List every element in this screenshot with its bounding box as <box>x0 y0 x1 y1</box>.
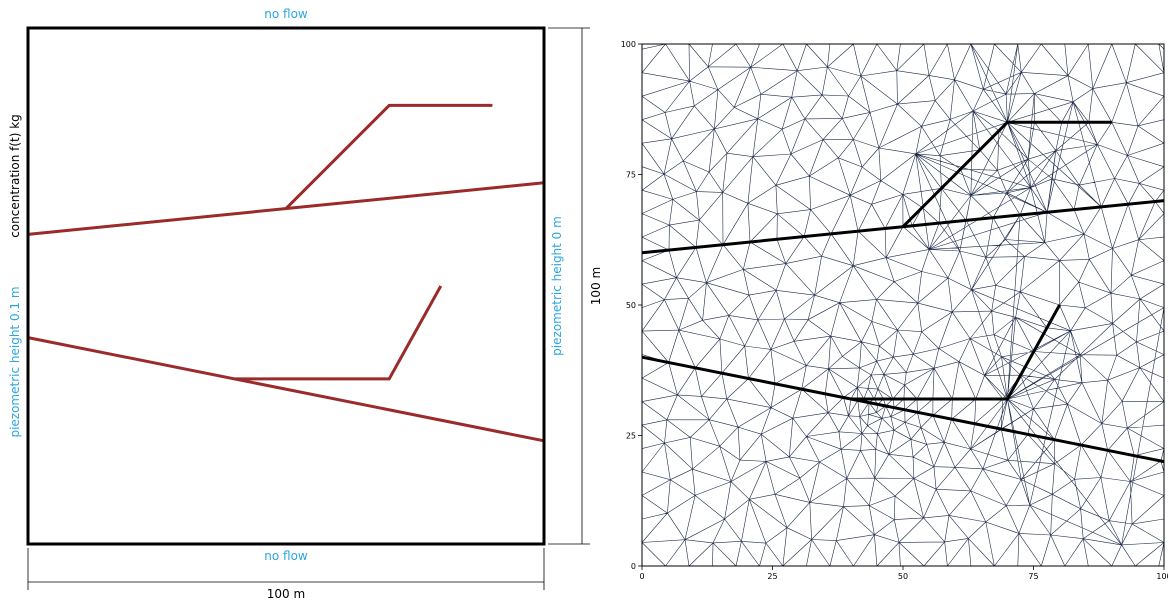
right-bc-label: piezometric height 0 m <box>550 216 564 356</box>
width-dim-label: 100 m <box>267 587 305 601</box>
right-fractures <box>641 120 1165 464</box>
mesh-fracture-4 <box>850 304 1061 401</box>
left-bc-label: piezometric height 0.1 m <box>8 286 22 437</box>
height-dimension: 100 m <box>548 27 603 545</box>
top-bc-label: no flow <box>264 7 308 21</box>
mesh-fracture-3 <box>641 355 1165 464</box>
left-panel: no flow no flow piezometric height 0.1 m… <box>8 7 603 601</box>
fracture-3 <box>27 336 545 443</box>
mesh-fracture-2 <box>901 120 1112 228</box>
y-tick-label: 75 <box>626 171 636 180</box>
x-tick-label: 50 <box>898 572 908 581</box>
x-tick-label: 0 <box>639 572 644 581</box>
bottom-bc-label: no flow <box>264 549 308 563</box>
fracture-4 <box>234 285 443 381</box>
y-tick-label: 25 <box>626 432 636 441</box>
x-tick-label: 25 <box>767 572 777 581</box>
domain-boundary <box>26 26 546 546</box>
y-tick-label: 0 <box>631 562 636 571</box>
fracture-2 <box>284 103 493 210</box>
height-dim-label: 100 m <box>589 267 603 305</box>
right-panel: 0 25 50 75 100 0 25 50 75 100 <box>621 40 1168 581</box>
x-tick-label: 100 <box>1156 572 1168 581</box>
y-tick-label: 100 <box>621 40 636 49</box>
mesh-fracture-1 <box>641 199 1165 255</box>
width-dimension: 100 m <box>27 548 545 601</box>
axis-ticks: 0 25 50 75 100 0 25 50 75 100 <box>621 40 1168 581</box>
y-tick-label: 50 <box>626 301 636 310</box>
x-tick-label: 75 <box>1028 572 1038 581</box>
source-label: concentration f(t) kg <box>8 114 22 238</box>
left-fractures <box>27 103 545 443</box>
